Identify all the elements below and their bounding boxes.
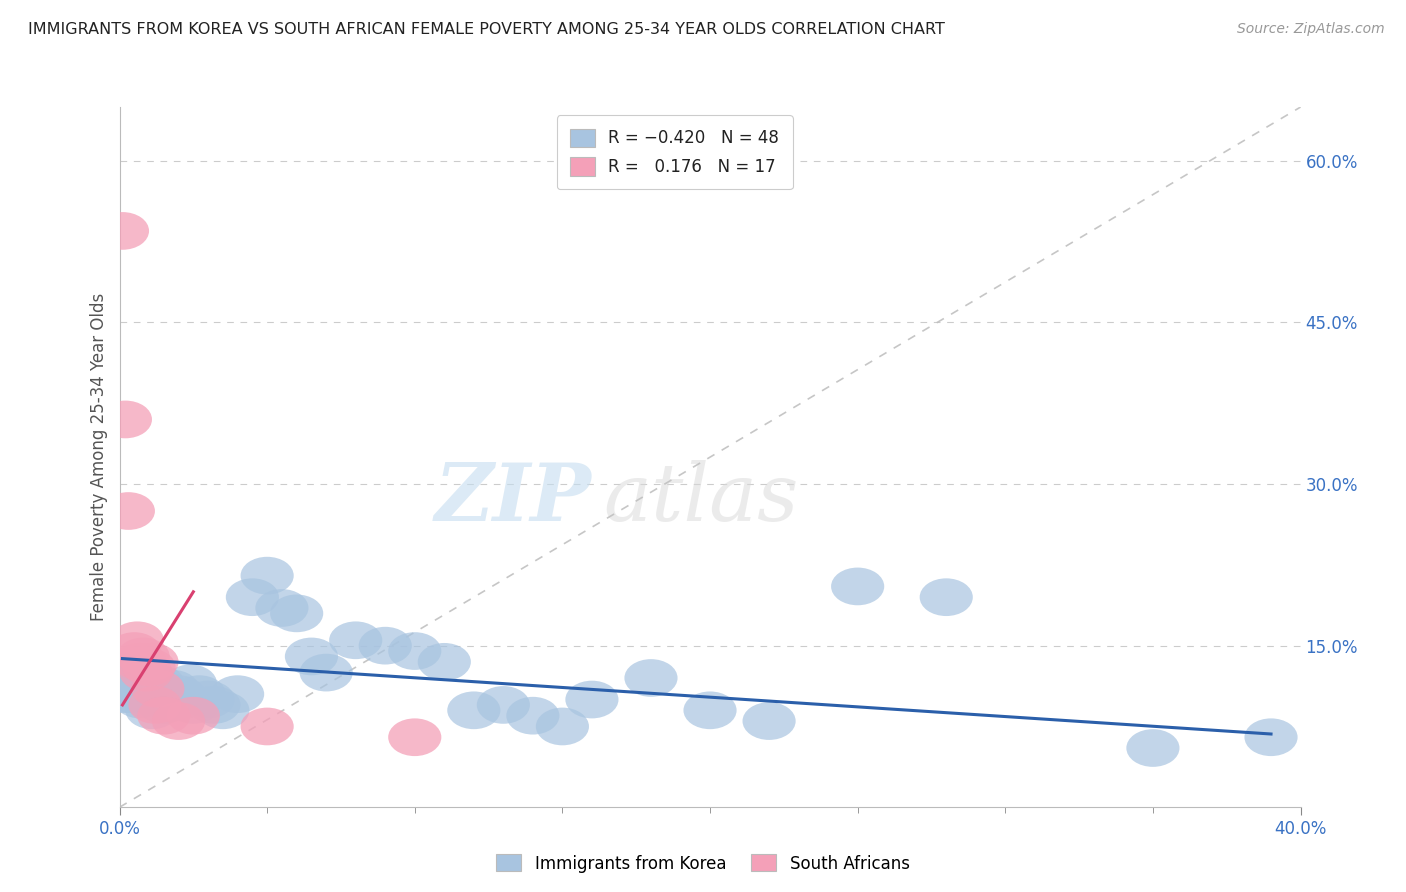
Ellipse shape <box>122 648 176 686</box>
Ellipse shape <box>167 686 219 723</box>
Ellipse shape <box>211 675 264 713</box>
Ellipse shape <box>1244 718 1298 756</box>
Ellipse shape <box>108 632 160 670</box>
Ellipse shape <box>152 702 205 740</box>
Ellipse shape <box>256 589 308 627</box>
Text: atlas: atlas <box>603 460 799 538</box>
Ellipse shape <box>683 691 737 729</box>
Ellipse shape <box>624 659 678 697</box>
Ellipse shape <box>506 697 560 734</box>
Ellipse shape <box>117 665 170 702</box>
Ellipse shape <box>167 697 219 734</box>
Ellipse shape <box>329 622 382 659</box>
Text: IMMIGRANTS FROM KOREA VS SOUTH AFRICAN FEMALE POVERTY AMONG 25-34 YEAR OLDS CORR: IMMIGRANTS FROM KOREA VS SOUTH AFRICAN F… <box>28 22 945 37</box>
Ellipse shape <box>128 686 181 723</box>
Ellipse shape <box>477 686 530 723</box>
Ellipse shape <box>141 681 194 718</box>
Ellipse shape <box>240 557 294 594</box>
Ellipse shape <box>98 401 152 438</box>
Ellipse shape <box>418 643 471 681</box>
Ellipse shape <box>101 665 155 702</box>
Text: ZIP: ZIP <box>434 460 592 538</box>
Ellipse shape <box>131 670 184 707</box>
Ellipse shape <box>388 632 441 670</box>
Ellipse shape <box>565 681 619 718</box>
Ellipse shape <box>125 643 179 681</box>
Ellipse shape <box>447 691 501 729</box>
Ellipse shape <box>117 638 170 675</box>
Ellipse shape <box>146 670 200 707</box>
Ellipse shape <box>831 567 884 606</box>
Ellipse shape <box>299 654 353 691</box>
Ellipse shape <box>181 681 235 718</box>
Ellipse shape <box>157 681 211 718</box>
Ellipse shape <box>125 691 179 729</box>
Ellipse shape <box>108 665 160 702</box>
Ellipse shape <box>114 681 167 718</box>
Ellipse shape <box>101 492 155 530</box>
Ellipse shape <box>105 675 157 713</box>
Ellipse shape <box>152 675 205 713</box>
Ellipse shape <box>122 681 176 718</box>
Y-axis label: Female Poverty Among 25-34 Year Olds: Female Poverty Among 25-34 Year Olds <box>90 293 108 621</box>
Ellipse shape <box>163 665 217 702</box>
Ellipse shape <box>536 707 589 746</box>
Ellipse shape <box>197 691 249 729</box>
Ellipse shape <box>120 654 173 691</box>
Ellipse shape <box>388 718 441 756</box>
Ellipse shape <box>270 594 323 632</box>
Text: Source: ZipAtlas.com: Source: ZipAtlas.com <box>1237 22 1385 37</box>
Ellipse shape <box>135 670 187 707</box>
Ellipse shape <box>96 212 149 250</box>
Ellipse shape <box>98 670 152 707</box>
Ellipse shape <box>1126 729 1180 767</box>
Ellipse shape <box>285 638 337 675</box>
Ellipse shape <box>120 675 173 713</box>
Ellipse shape <box>742 702 796 740</box>
Ellipse shape <box>173 675 226 713</box>
Ellipse shape <box>114 643 167 681</box>
Ellipse shape <box>138 686 190 723</box>
Ellipse shape <box>138 697 190 734</box>
Ellipse shape <box>111 622 163 659</box>
Ellipse shape <box>82 654 170 713</box>
Ellipse shape <box>240 707 294 746</box>
Ellipse shape <box>359 627 412 665</box>
Legend: Immigrants from Korea, South Africans: Immigrants from Korea, South Africans <box>489 847 917 880</box>
Legend: R = −0.420   N = 48, R =   0.176   N = 17: R = −0.420 N = 48, R = 0.176 N = 17 <box>557 115 793 189</box>
Ellipse shape <box>111 659 163 697</box>
Ellipse shape <box>128 675 181 713</box>
Ellipse shape <box>131 665 184 702</box>
Ellipse shape <box>226 578 278 616</box>
Ellipse shape <box>187 686 240 723</box>
Ellipse shape <box>920 578 973 616</box>
